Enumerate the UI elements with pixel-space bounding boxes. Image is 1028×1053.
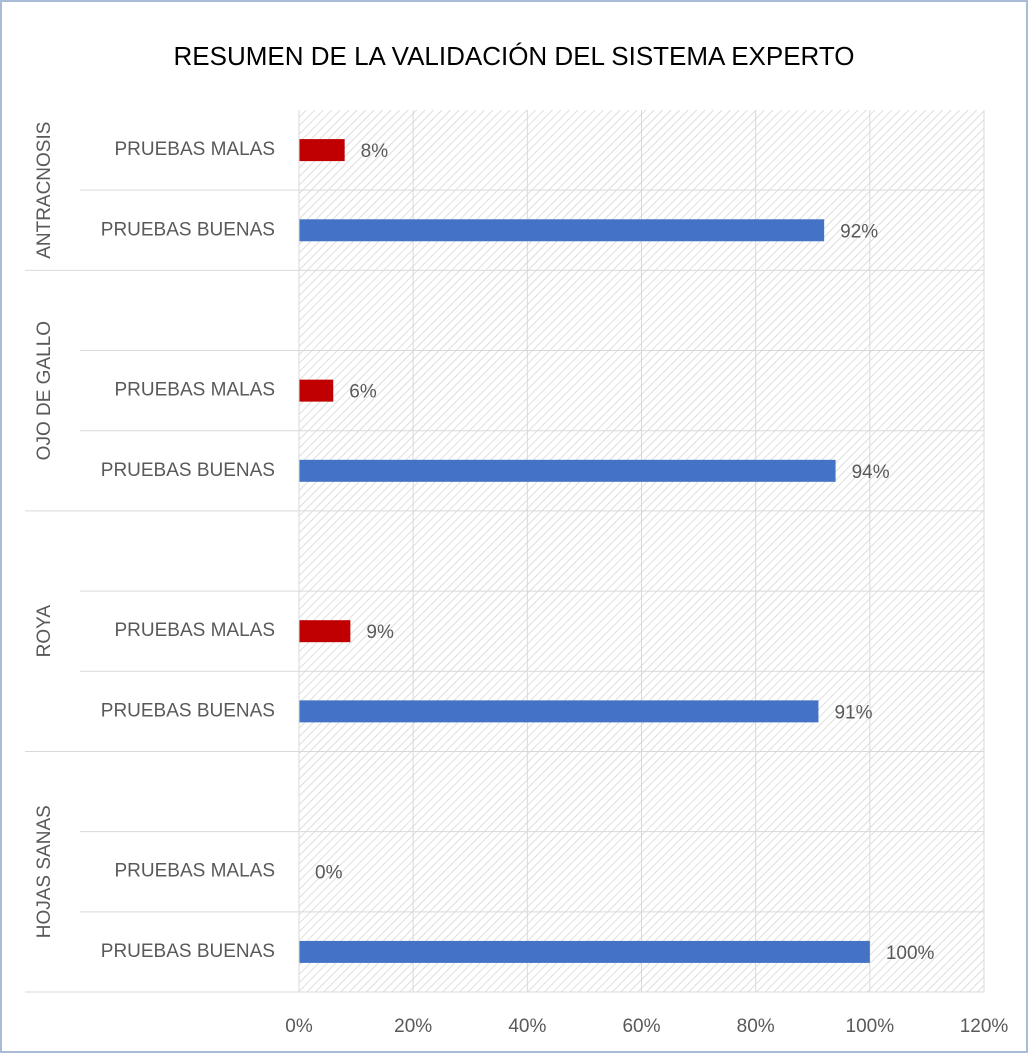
y-tick-label: PRUEBAS BUENAS — [101, 700, 275, 721]
data-label: 100% — [886, 943, 935, 964]
y-tick-label: PRUEBAS MALAS — [115, 620, 276, 641]
bar — [299, 139, 345, 162]
group-label: HOJAS SANAS — [34, 805, 55, 938]
bar — [299, 940, 870, 963]
chart-title: RESUMEN DE LA VALIDACIÓN DEL SISTEMA EXP… — [173, 41, 854, 71]
bar — [299, 379, 334, 402]
y-tick-label: PRUEBAS BUENAS — [101, 219, 275, 240]
data-label: 9% — [366, 622, 394, 643]
data-label: 92% — [840, 221, 878, 242]
group-label: ROYA — [34, 605, 55, 658]
y-tick-label: PRUEBAS BUENAS — [101, 460, 275, 481]
group-label: OJO DE GALLO — [34, 321, 55, 460]
x-tick-label: 120% — [960, 1016, 1009, 1037]
y-tick-label: PRUEBAS MALAS — [115, 139, 276, 160]
x-tick-label: 0% — [285, 1016, 313, 1037]
data-label: 91% — [834, 702, 872, 723]
bar — [299, 620, 351, 643]
x-tick-label: 40% — [508, 1016, 546, 1037]
bar — [299, 700, 819, 723]
y-tick-label: PRUEBAS MALAS — [115, 380, 276, 401]
y-tick-label: PRUEBAS MALAS — [115, 861, 276, 882]
data-label: 94% — [852, 462, 890, 483]
group-label: ANTRACNOSIS — [34, 122, 55, 259]
data-label: 6% — [349, 382, 377, 403]
bar — [299, 459, 836, 482]
x-tick-label: 100% — [846, 1016, 895, 1037]
bar — [299, 219, 825, 242]
x-tick-label: 60% — [622, 1016, 660, 1037]
y-tick-label: PRUEBAS BUENAS — [101, 941, 275, 962]
data-label: 8% — [361, 141, 389, 162]
data-label: 0% — [315, 863, 343, 884]
x-tick-label: 80% — [737, 1016, 775, 1037]
x-tick-label: 20% — [394, 1016, 432, 1037]
